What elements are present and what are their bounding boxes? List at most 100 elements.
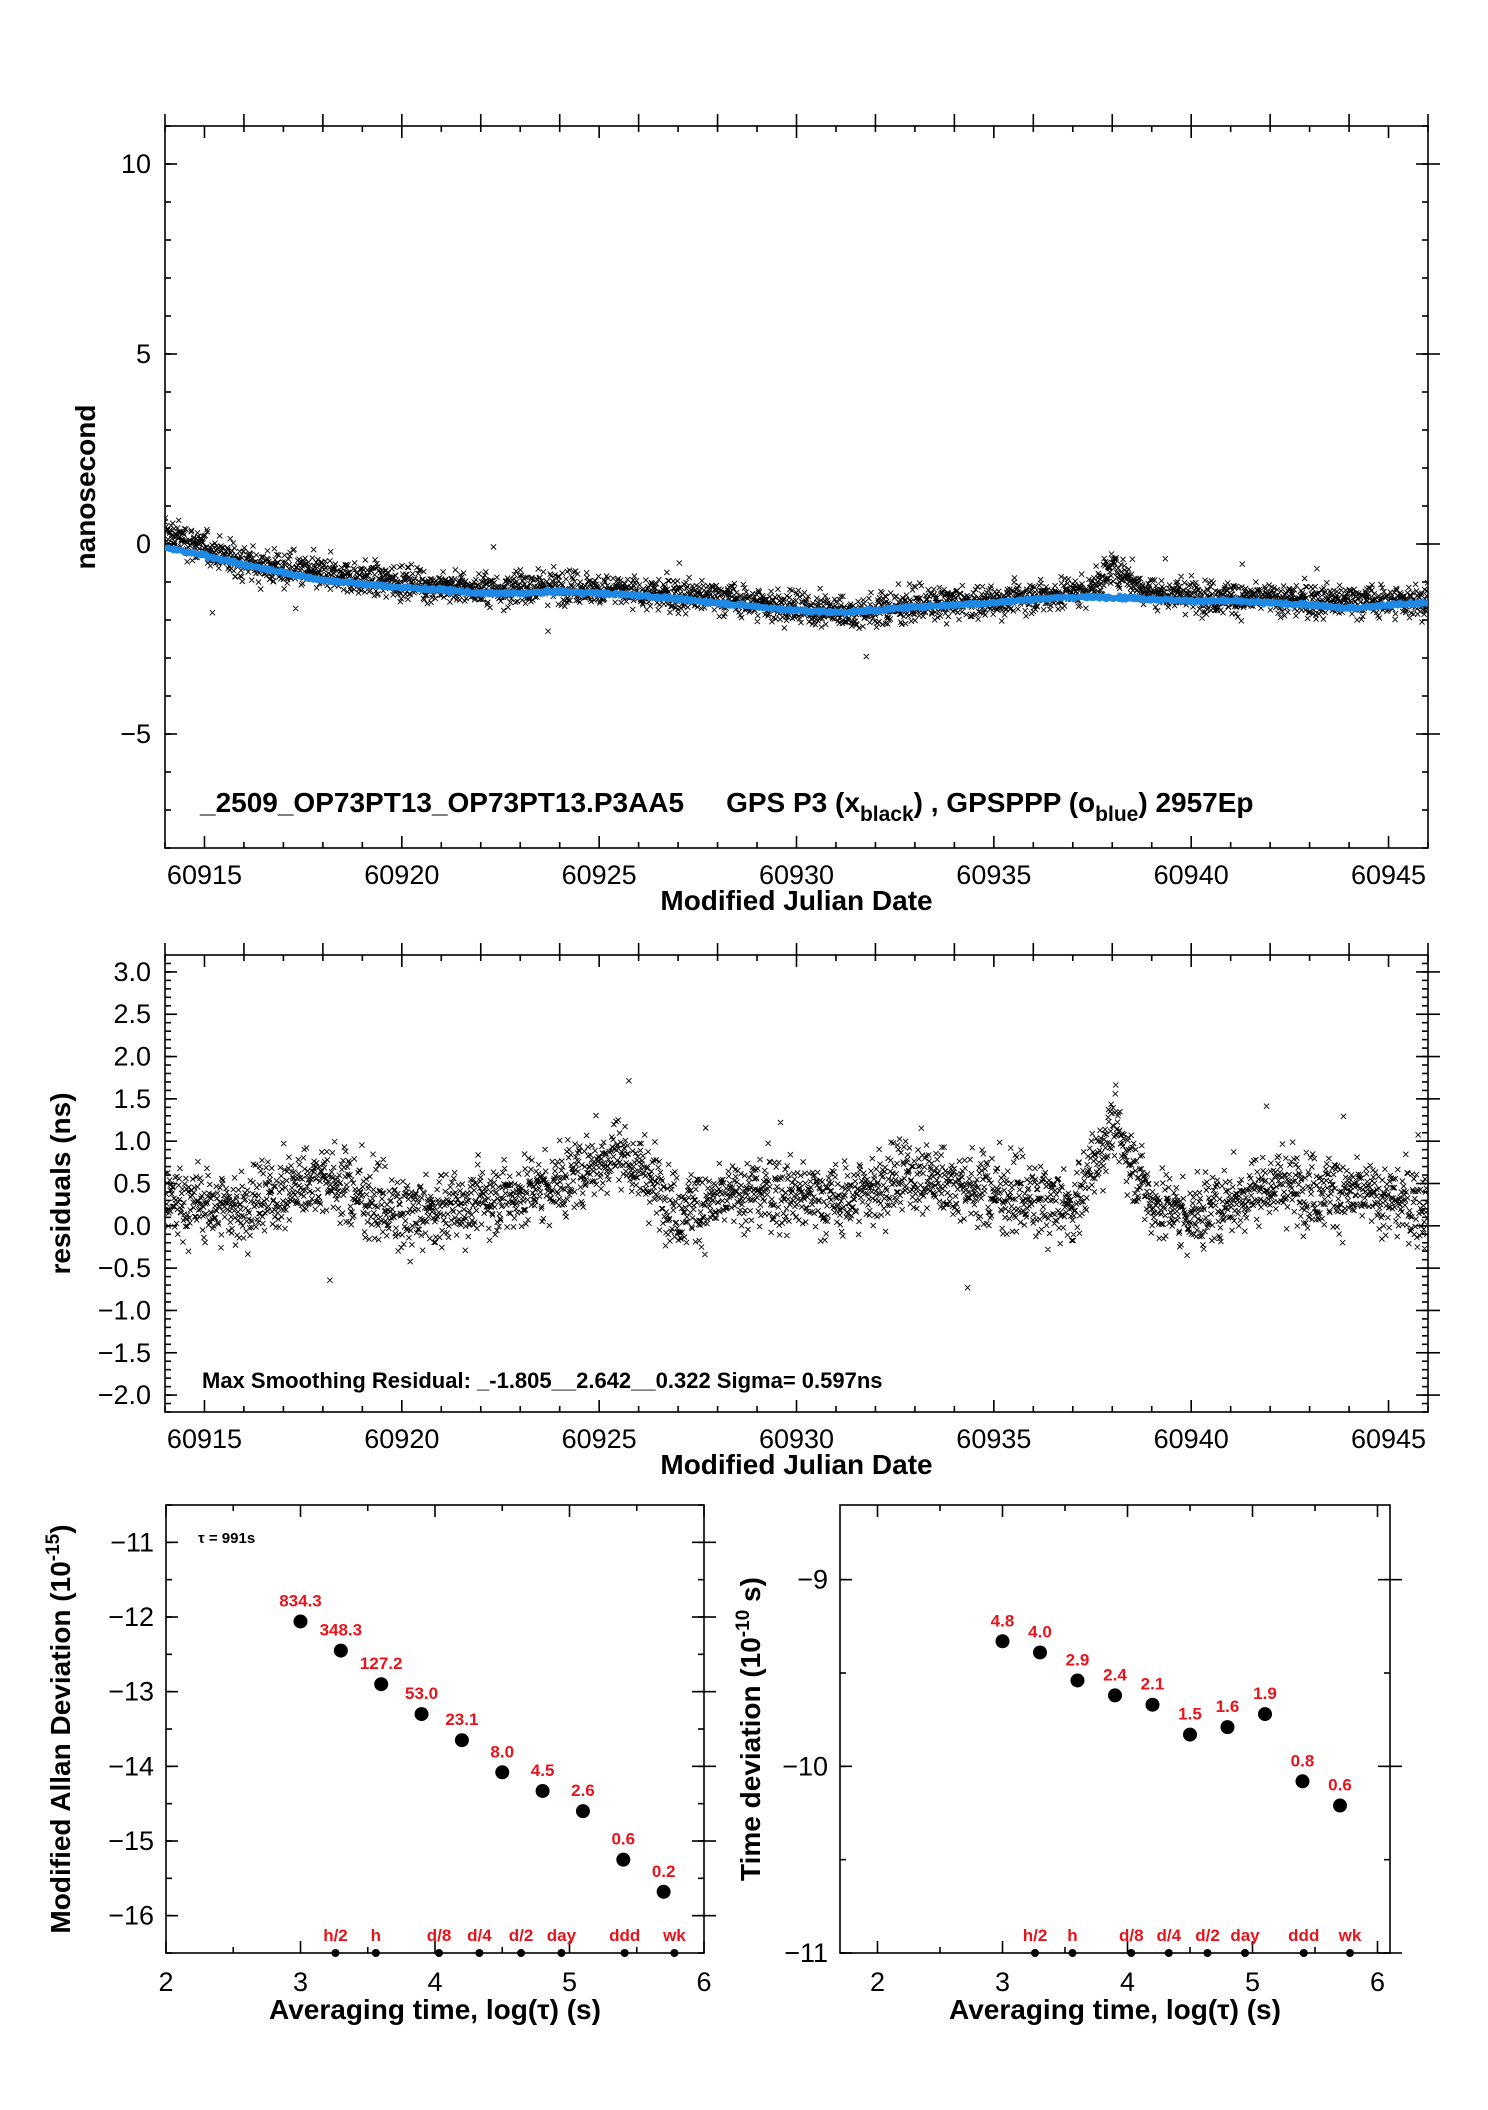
data-point [1033, 1645, 1047, 1660]
x-axis-title: Averaging time, log(τ) (s) [269, 1994, 601, 2025]
time-marker-label: h/2 [1023, 1926, 1048, 1945]
time-marker-label: d/4 [1156, 1926, 1181, 1945]
time-marker-label: d/2 [509, 1926, 534, 1945]
series-blue-o-marks [165, 544, 1428, 617]
y-tick-label: 2.5 [113, 999, 151, 1029]
x-tick-label: 60930 [759, 860, 834, 890]
time-marker-label: h/2 [323, 1926, 348, 1945]
time-marker-label: d/8 [1119, 1926, 1144, 1945]
x-tick-label: 5 [562, 1967, 577, 1997]
panel-bottom-right-tdev: 2 3 4 5 6 −9 −10 −11 Averaging time, log(τ) (s) T… [733, 1504, 1402, 2025]
data-point-label: 53.0 [405, 1684, 438, 1703]
y-tick-label: 2.0 [113, 1042, 151, 1072]
time-marker-dot [670, 1949, 679, 1957]
y-tick-label: −16 [108, 1901, 154, 1931]
x-tick-label: 60920 [364, 1424, 439, 1454]
y-tick-label: 0 [136, 529, 151, 559]
tau-note: τ = 991s [198, 1530, 255, 1547]
data-point [656, 1884, 671, 1899]
time-marker-label: d/8 [427, 1926, 452, 1945]
y-tick-label: 1.5 [113, 1084, 151, 1114]
data-point [575, 1804, 590, 1819]
legend-suffix: ) 2957Ep [1138, 787, 1253, 818]
time-marker-label: wk [662, 1926, 686, 1945]
data-point-label: 2.9 [1066, 1650, 1090, 1669]
data-point-label: 834.3 [279, 1591, 322, 1610]
y-tick-label: −15 [108, 1826, 154, 1856]
x-tick-label: 60920 [364, 860, 439, 890]
data-point [414, 1707, 429, 1722]
x-axis-title: Averaging time, log(τ) (s) [949, 1994, 1281, 2025]
plot-frame [164, 125, 1429, 849]
x-tick-label: 3 [995, 1967, 1010, 1997]
y-tick-label: −12 [108, 1602, 154, 1632]
y-tick-label: −11 [784, 1938, 828, 1968]
data-point-label: 4.5 [531, 1761, 555, 1780]
time-marker-dot [1241, 1949, 1249, 1957]
data-point [374, 1677, 389, 1692]
data-point-label: 2.4 [1103, 1665, 1127, 1684]
data-point [616, 1852, 631, 1867]
data-point [1145, 1697, 1160, 1712]
plot-frame [839, 1504, 1391, 1954]
data-point-label: 1.9 [1253, 1684, 1277, 1703]
x-tick-label: 60915 [167, 1424, 242, 1454]
x-tick-label: 4 [1120, 1967, 1135, 1997]
data-point-label: 2.1 [1141, 1675, 1165, 1694]
data-point-label: 23.1 [445, 1710, 478, 1729]
time-marker-dot [1299, 1949, 1308, 1957]
x-tick-label: 60945 [1351, 860, 1426, 890]
time-marker-dot [371, 1949, 380, 1957]
y-axis-title: residuals (ns) [45, 1092, 76, 1274]
x-axis-title: Modified Julian Date [660, 1449, 932, 1480]
data-point [995, 1634, 1010, 1649]
x-tick-label: 60935 [956, 1424, 1031, 1454]
y-tick-label: −11 [110, 1527, 154, 1557]
time-marker-dot [331, 1949, 340, 1957]
y-axis-title-end: s) [735, 1577, 766, 1610]
scatter-points [165, 514, 1428, 660]
panel-top-time-series: 60915 60920 60925 60930 60935 60940 60945 10 5 0 −… [70, 114, 1440, 916]
y-axis-title-sup: -15 [43, 1533, 64, 1561]
time-marker-label: d/2 [1195, 1926, 1220, 1945]
scatter-points [165, 1077, 1428, 1291]
x-tick-label: 60940 [1154, 860, 1229, 890]
series-x-marks-0 [165, 1077, 1428, 1291]
time-marker-dot [435, 1949, 444, 1957]
data-point [1220, 1720, 1235, 1735]
time-marker-dot [517, 1949, 526, 1957]
y-axis-title-main: Time deviation (10 [735, 1637, 766, 1881]
y-tick-label: 10 [121, 149, 151, 179]
time-marker-dot [557, 1949, 566, 1957]
x-tick-label: 60915 [167, 860, 242, 890]
data-point-label: 0.6 [611, 1830, 635, 1849]
plot-frame [165, 1504, 705, 1954]
data-point [1258, 1707, 1272, 1722]
y-tick-label: 0.5 [113, 1169, 151, 1199]
y-tick-label: 0.0 [113, 1211, 151, 1241]
data-point [1333, 1798, 1347, 1813]
panel-middle-residuals: 60915 60920 60925 60930 60935 60940 60945 3.0 2.… [45, 943, 1440, 1480]
data-point [1295, 1774, 1310, 1789]
y-tick-label: −2.0 [98, 1380, 151, 1410]
time-marker-dot [1031, 1949, 1039, 1957]
data-point-label: 1.6 [1216, 1697, 1240, 1716]
x-tick-label: 60940 [1154, 1424, 1229, 1454]
y-tick-label: −1.0 [98, 1295, 151, 1325]
data-point [535, 1783, 550, 1798]
x-tick-label: 2 [870, 1967, 885, 1997]
panel-bottom-left-mdev: 2 3 4 5 6 −11 −12 −13 −14 −15 −16 Averaging time, l… [43, 1504, 716, 2025]
x-tick-label: 3 [293, 1967, 308, 1997]
y-axis-title-sup: -10 [733, 1610, 754, 1637]
x-tick-label: 4 [427, 1967, 442, 1997]
y-axis-title-main: Modified Allan Deviation (10 [45, 1561, 76, 1933]
y-tick-label: −9 [797, 1565, 828, 1595]
series-x-marks-0 [165, 514, 1428, 660]
time-marker-label: d/4 [467, 1926, 492, 1945]
data-point [1108, 1688, 1122, 1703]
x-tick-label: 60925 [562, 860, 637, 890]
data-point-label: 4.8 [991, 1611, 1015, 1630]
x-axis-title: Modified Julian Date [660, 885, 932, 916]
time-marker-label: h [371, 1926, 381, 1945]
